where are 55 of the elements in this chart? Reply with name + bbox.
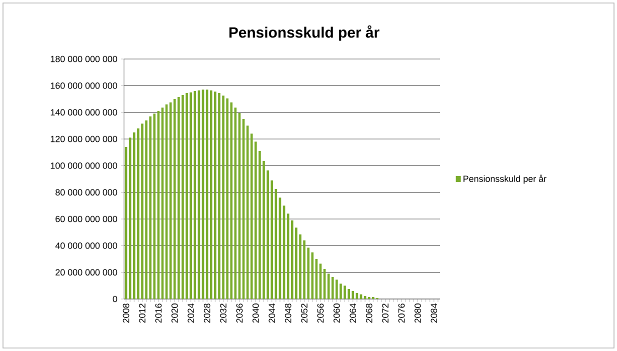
chart-title: Pensionsskuld per år [229, 25, 380, 41]
bar [141, 124, 144, 299]
bar [214, 92, 216, 299]
x-tick-label: 2036 [236, 304, 243, 323]
y-tick-label: 120 000 000 000 [50, 136, 118, 142]
y-tick-label: 60 000 000 000 [56, 216, 118, 222]
x-tick-label: 2076 [398, 304, 405, 323]
bar [230, 102, 233, 299]
bar [145, 120, 148, 299]
bar [344, 286, 346, 299]
y-tick-label: 0 [112, 296, 118, 302]
bar [132, 132, 136, 299]
x-tick-label: 2068 [366, 304, 372, 323]
x-tick-label: 2064 [350, 303, 356, 323]
x-tick-label: 2052 [301, 304, 308, 323]
x-tick-label: 2032 [220, 304, 226, 323]
x-tick-label: 2060 [334, 304, 340, 323]
bar [182, 94, 184, 299]
y-tick-label: 160 000 000 000 [50, 82, 118, 89]
x-tick-label: 2008 [122, 304, 130, 323]
bar [178, 96, 180, 299]
bar [186, 92, 188, 299]
bar [250, 134, 253, 299]
bar [332, 277, 334, 299]
bar [336, 280, 338, 299]
x-tick-label: 2044 [268, 303, 276, 323]
x-tick-label: 2024 [188, 303, 194, 323]
y-tick-label: 80 000 000 000 [56, 189, 118, 196]
x-tick-label: 2048 [284, 304, 292, 323]
x-tick-label: 2028 [204, 304, 210, 323]
x-tick-label: 2084 [430, 303, 438, 323]
bar [190, 92, 192, 299]
legend-label: Pensionsskuld per år [464, 174, 546, 184]
x-tick-label: 2080 [414, 304, 421, 323]
x-tick-label: 2020 [171, 304, 178, 323]
bar [149, 116, 152, 299]
bar [153, 114, 156, 299]
bar [222, 96, 224, 299]
bar [226, 98, 228, 299]
y-tick-label: 40 000 000 000 [55, 242, 118, 249]
x-tick-label: 2040 [252, 304, 259, 323]
x-tick-label: 2072 [382, 304, 388, 323]
y-tick-label: 20 000 000 000 [56, 269, 118, 276]
y-tick-label: 140 000 000 000 [50, 109, 118, 116]
bar [340, 284, 342, 299]
y-tick-label: 180 000 000 000 [50, 56, 118, 62]
bar [348, 289, 350, 299]
bar [173, 98, 176, 299]
bar [290, 220, 294, 299]
bar [210, 90, 212, 299]
bar [218, 92, 220, 299]
x-tick-label: 2016 [155, 304, 162, 323]
x-tick-label: 2012 [139, 304, 146, 323]
x-tick-label: 2056 [317, 304, 324, 323]
y-tick-label: 100 000 000 000 [50, 162, 118, 169]
